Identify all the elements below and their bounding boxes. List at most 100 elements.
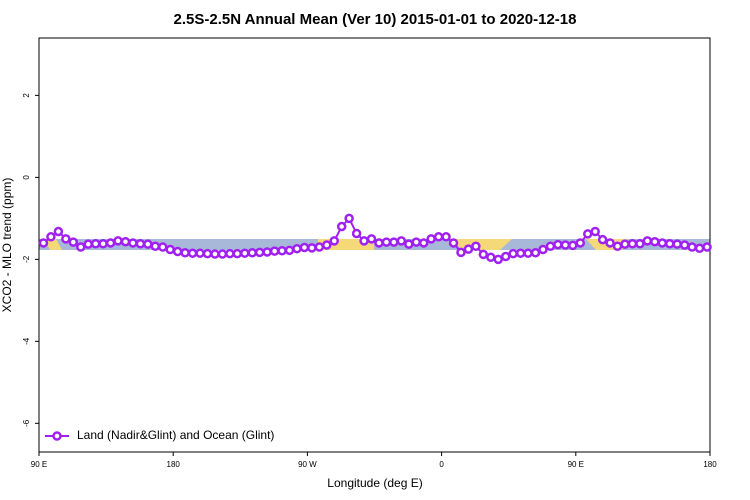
land-band [44, 239, 62, 250]
data-point [68, 237, 79, 247]
data-point [165, 244, 175, 255]
data-point [418, 238, 429, 248]
data-point [620, 239, 630, 249]
data-point [98, 239, 108, 249]
y-tick-label: -4 [22, 337, 31, 345]
data-point [314, 242, 325, 252]
data-point [120, 236, 131, 247]
data-point [38, 238, 49, 248]
data-point [359, 236, 369, 246]
chart-title: 2.5S-2.5N Annual Mean (Ver 10) 2015-01-0… [174, 11, 577, 28]
data-point [143, 239, 153, 249]
data-point [657, 238, 668, 248]
data-point [694, 243, 705, 254]
y-tick-label: -2 [22, 255, 31, 263]
data-point [605, 238, 615, 248]
data-point [381, 237, 392, 247]
data-point [448, 238, 459, 248]
data-point [404, 239, 414, 249]
data-point [158, 242, 168, 252]
data-point [463, 244, 474, 254]
data-point [336, 221, 347, 232]
data-point [597, 234, 608, 245]
data-point [187, 248, 198, 258]
data-point [83, 239, 93, 249]
data-point [180, 248, 190, 258]
data-point [307, 243, 317, 253]
data-point [664, 239, 675, 249]
data-point [322, 240, 332, 250]
data-point [635, 239, 645, 249]
data-point [650, 236, 660, 247]
data-point [612, 241, 623, 251]
data-point [90, 239, 101, 249]
data-point [172, 246, 183, 257]
data-point [568, 240, 578, 251]
data-point [292, 243, 302, 254]
data-point [299, 242, 310, 253]
data-point [53, 226, 64, 237]
data-point [545, 241, 556, 251]
data-point [262, 247, 272, 257]
y-tick-label: 0 [22, 175, 31, 180]
legend-marker [52, 431, 62, 441]
y-tick-label: 2 [22, 93, 31, 98]
data-point [411, 237, 422, 247]
data-point [150, 241, 161, 251]
data-point [433, 232, 444, 242]
data-point [396, 236, 407, 246]
data-point [582, 229, 593, 239]
data-point [76, 242, 86, 252]
x-tick-label: 180 [167, 460, 181, 469]
data-point [426, 234, 436, 244]
x-tick-label: 0 [439, 460, 444, 469]
data-point [254, 247, 265, 258]
data-point [135, 239, 146, 249]
data-point [374, 238, 384, 248]
data-point [530, 248, 541, 258]
data-point [240, 248, 250, 258]
data-point [560, 240, 571, 250]
data-point [500, 251, 511, 262]
data-point [672, 239, 682, 249]
data-point [679, 240, 690, 250]
x-axis-label: Longitude (deg E) [327, 476, 422, 490]
data-point [284, 245, 295, 256]
data-point [225, 248, 235, 259]
land-band [318, 239, 374, 250]
y-tick-label: -6 [22, 419, 31, 427]
data-point [538, 244, 548, 255]
data-point [202, 248, 213, 259]
data-point [471, 241, 481, 251]
data-point [344, 213, 354, 224]
data-point [247, 248, 257, 258]
data-point [195, 248, 205, 258]
data-point [210, 249, 220, 259]
data-point [486, 252, 496, 263]
data-point [515, 248, 526, 258]
data-point [128, 238, 138, 248]
data-point [456, 247, 466, 258]
data-point [269, 246, 280, 256]
y-axis-label: XCO2 - MLO trend (ppm) [0, 178, 14, 313]
data-point [61, 234, 71, 244]
data-point [105, 238, 116, 248]
data-point [553, 239, 563, 250]
data-point [351, 228, 362, 239]
data-point [575, 238, 586, 248]
data-point [441, 232, 451, 242]
data-point [627, 239, 638, 249]
data-point [493, 254, 504, 265]
data-point [523, 248, 533, 258]
legend-label: Land (Nadir&Glint) and Ocean (Glint) [77, 428, 274, 442]
data-point [329, 236, 339, 246]
data-point [508, 248, 518, 259]
x-tick-label: 90 W [298, 460, 317, 469]
data-point [277, 245, 287, 256]
data-point [687, 242, 697, 252]
data-point [642, 236, 653, 246]
x-tick-label: 180 [703, 460, 717, 469]
data-point [232, 248, 243, 259]
data-point [217, 249, 228, 259]
